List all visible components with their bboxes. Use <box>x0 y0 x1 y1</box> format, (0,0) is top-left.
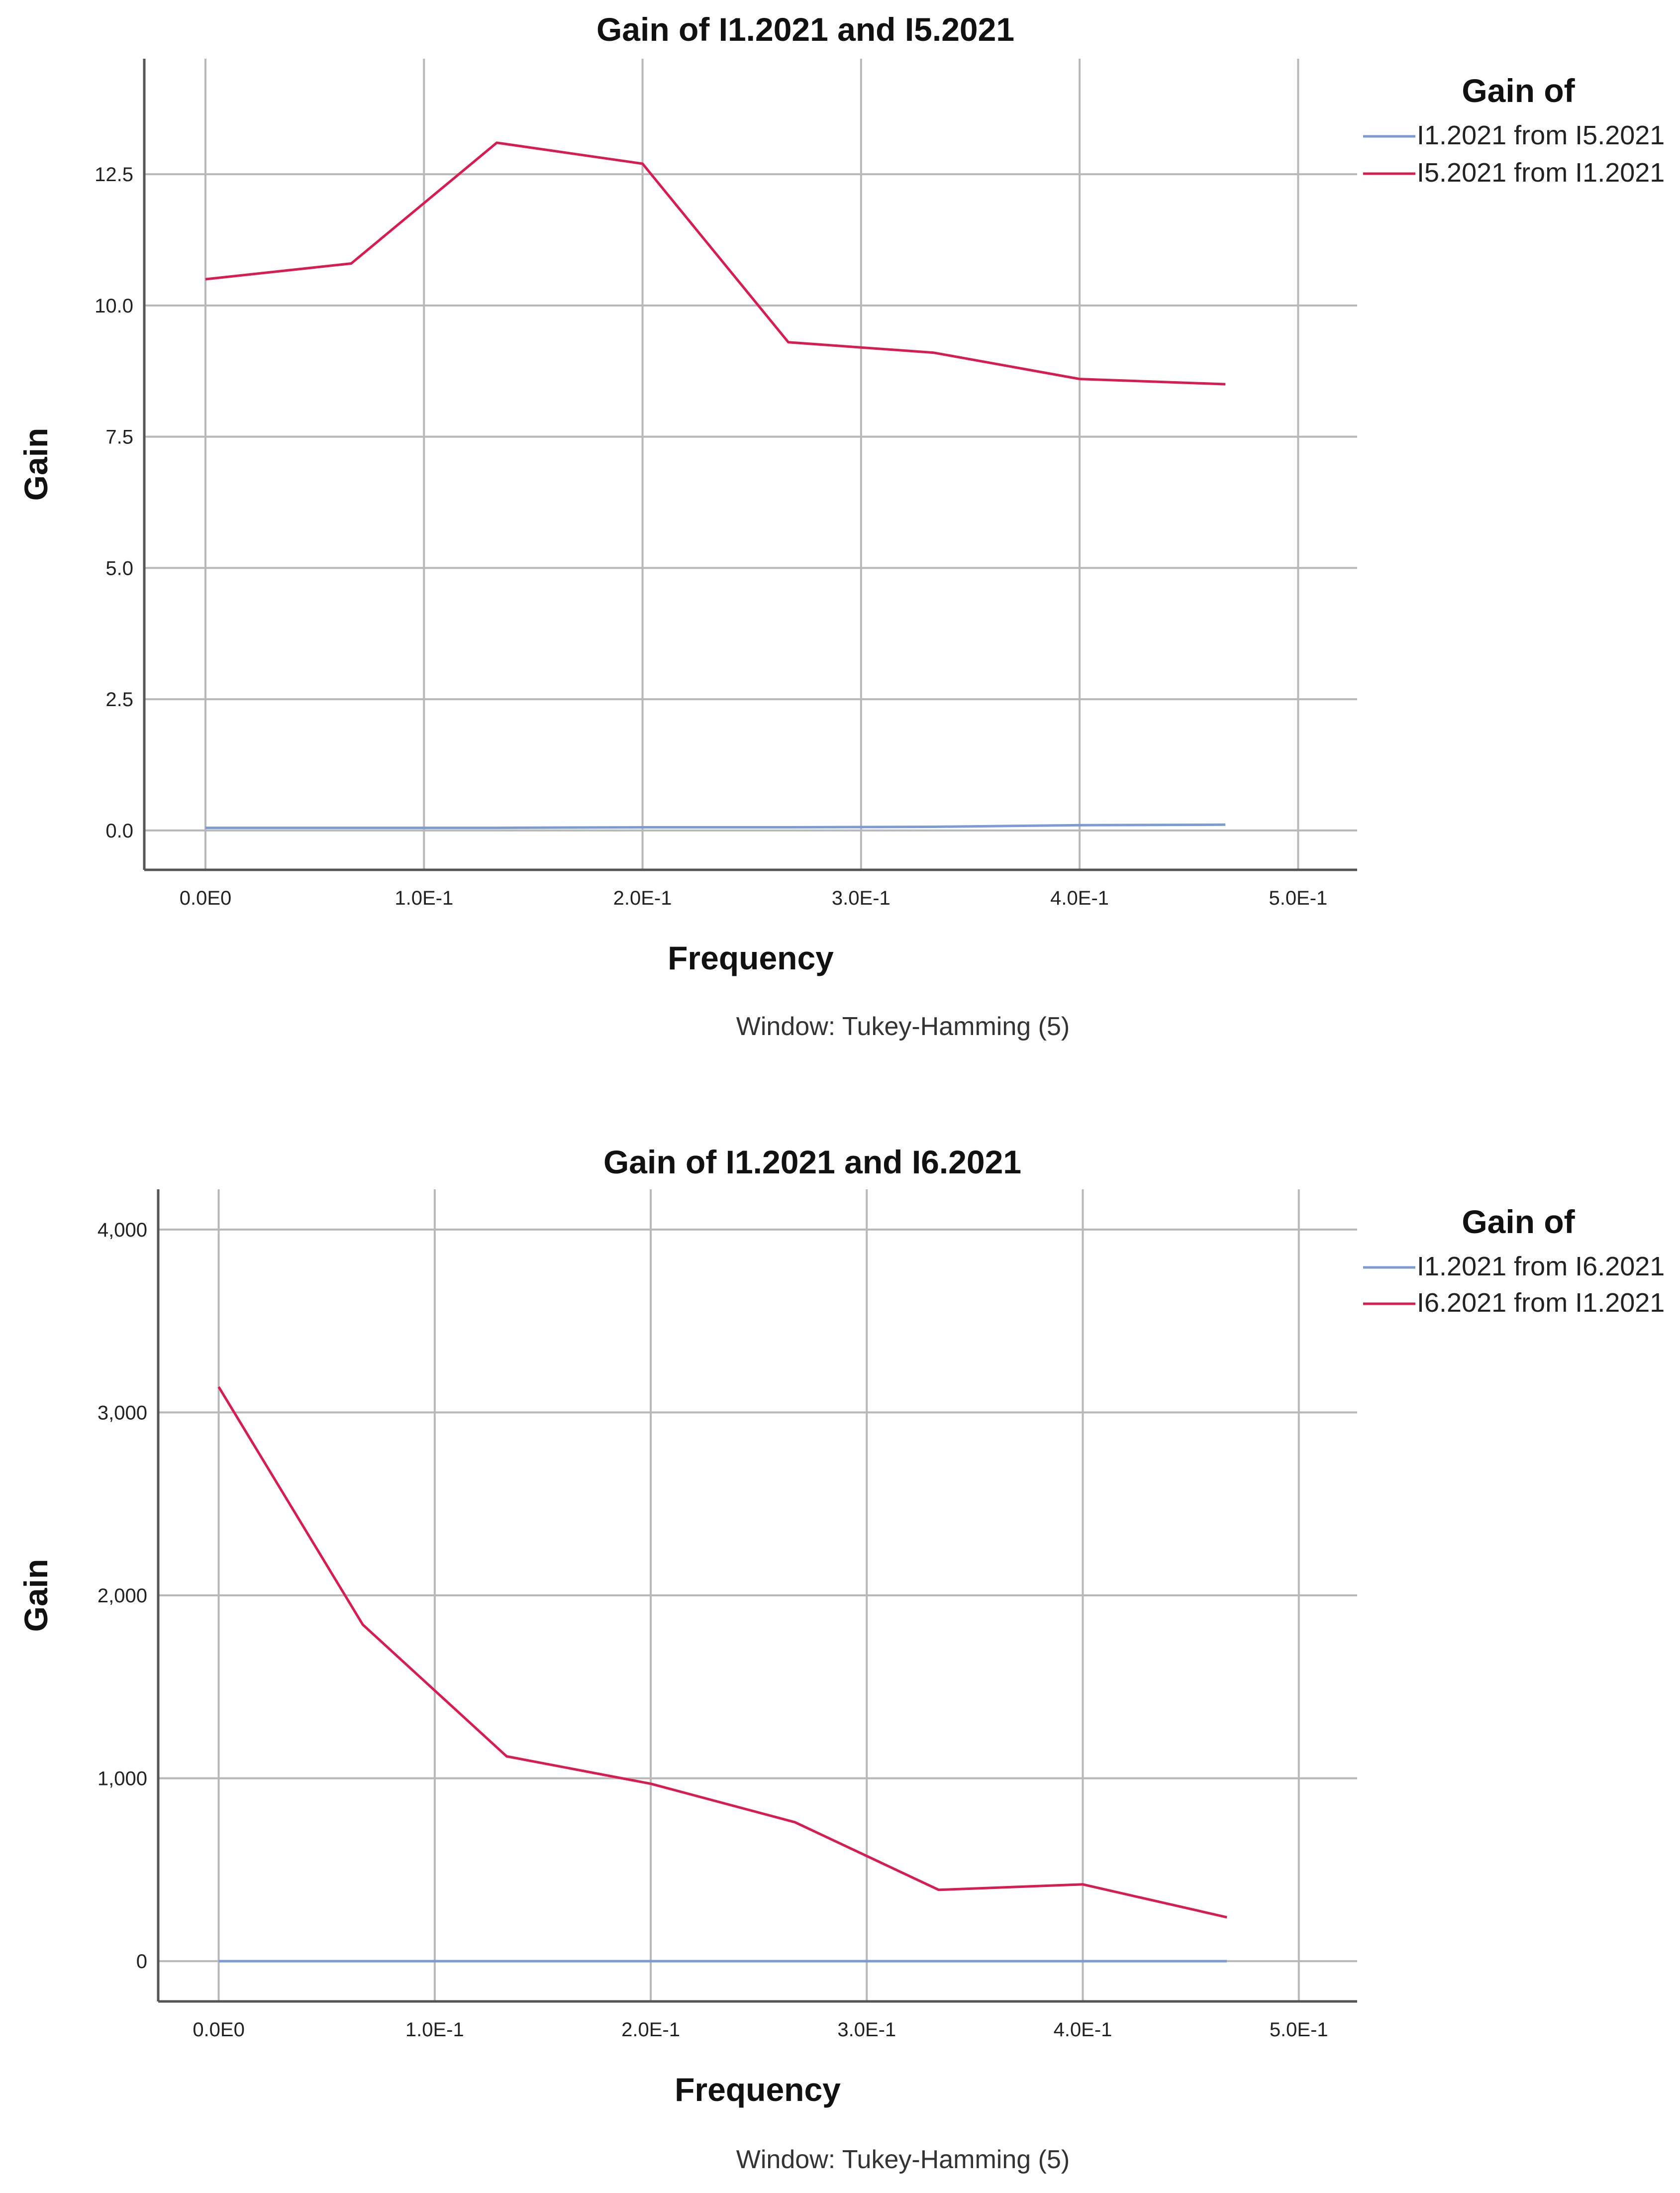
series-line-2 <box>205 141 1226 386</box>
y-tick-label: 0.0 <box>105 820 133 842</box>
y-tick-label: 4,000 <box>98 1219 147 1241</box>
y-tick-label: 3,000 <box>98 1402 147 1424</box>
y-tick-label: 2.5 <box>105 689 133 711</box>
x-tick-label: 3.0E-1 <box>832 887 890 909</box>
y-axis-label: Gain <box>17 428 54 501</box>
x-axis-label: Frequency <box>675 2071 841 2108</box>
y-tick-label: 1,000 <box>98 1768 147 1790</box>
chart-title: Gain of I1.2021 and I5.2021 <box>596 11 1014 48</box>
x-tick-label: 3.0E-1 <box>837 2019 896 2041</box>
legend-entry: I5.2021 from I1.2021 <box>1417 158 1665 188</box>
legend-title: Gain of <box>1462 72 1575 109</box>
x-tick-label: 0.0E0 <box>193 2019 245 2041</box>
series-line-2 <box>217 1386 1227 1919</box>
chart-1: 0.0E0 1.0E-1 2.0E-1 3.0E-1 4.0E-1 5.0E-1 0.0 2.… <box>17 11 1665 1041</box>
x-axis-label: Frequency <box>668 940 834 976</box>
legend-entry: I1.2021 from I5.2021 <box>1417 120 1665 150</box>
legend-title: Gain of <box>1462 1203 1575 1240</box>
window-footnote: Window: Tukey-Hamming (5) <box>736 1012 1070 1041</box>
x-tick-label: 5.0E-1 <box>1270 2019 1328 2041</box>
legend-entry: I6.2021 from I1.2021 <box>1417 1288 1665 1318</box>
chart-2: 0.0E0 1.0E-1 2.0E-1 3.0E-1 4.0E-1 5.0E-1 0 1,00… <box>17 1144 1665 2174</box>
x-tick-label: 4.0E-1 <box>1054 2019 1112 2041</box>
chart-title: Gain of I1.2021 and I6.2021 <box>603 1144 1021 1180</box>
x-tick-label: 2.0E-1 <box>621 2019 680 2041</box>
y-axis-label: Gain <box>17 1559 54 1632</box>
y-tick-label: 0 <box>136 1951 147 1973</box>
x-tick-label: 5.0E-1 <box>1269 887 1327 909</box>
y-tick-label: 5.0 <box>105 557 133 579</box>
x-tick-label: 4.0E-1 <box>1050 887 1109 909</box>
x-tick-label: 1.0E-1 <box>405 2019 464 2041</box>
x-tick-label: 0.0E0 <box>180 887 232 909</box>
series-line-1 <box>205 823 1226 830</box>
y-tick-label: 12.5 <box>95 164 133 186</box>
y-tick-label: 2,000 <box>98 1585 147 1607</box>
x-tick-label: 1.0E-1 <box>395 887 453 909</box>
x-tick-label: 2.0E-1 <box>613 887 672 909</box>
window-footnote: Window: Tukey-Hamming (5) <box>736 2145 1070 2174</box>
y-tick-label: 7.5 <box>105 426 133 448</box>
legend-entry: I1.2021 from I6.2021 <box>1417 1252 1665 1281</box>
legend: Gain of I1.2021 from I6.2021 I6.2021 from … <box>1363 1203 1665 1318</box>
y-tick-label: 10.0 <box>95 295 133 317</box>
legend: Gain of I1.2021 from I5.2021 I5.2021 from … <box>1363 72 1665 188</box>
